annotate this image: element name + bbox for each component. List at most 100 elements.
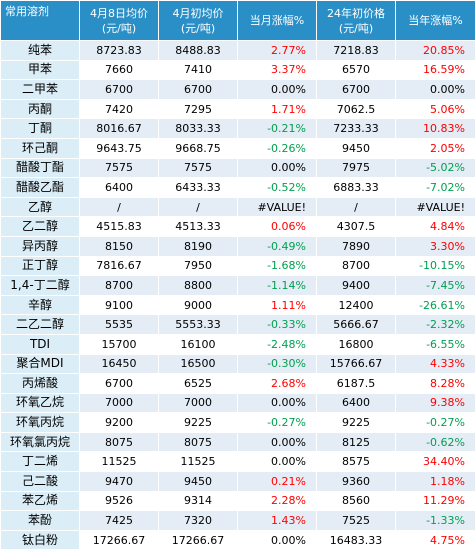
month-change: 1.43% bbox=[238, 511, 317, 531]
year-start-price: 4307.5 bbox=[317, 217, 396, 237]
header-year-change: 当年涨幅% bbox=[396, 1, 475, 41]
year-start-price: 5666.67 bbox=[317, 315, 396, 335]
month-change: -0.30% bbox=[238, 354, 317, 374]
header-month-change: 当月涨幅% bbox=[238, 1, 317, 41]
apr1-price: 7410 bbox=[159, 60, 238, 80]
year-change: -7.45% bbox=[396, 276, 475, 296]
month-change: 0.00% bbox=[238, 432, 317, 452]
month-change: -0.33% bbox=[238, 315, 317, 335]
solvent-name: 纯苯 bbox=[1, 41, 80, 61]
apr1-price: 16500 bbox=[159, 354, 238, 374]
year-start-price: 6570 bbox=[317, 60, 396, 80]
solvent-name: 苯酚 bbox=[1, 511, 80, 531]
solvent-name: 丙酮 bbox=[1, 99, 80, 119]
solvent-name: 丁酮 bbox=[1, 119, 80, 139]
year-change: 2.05% bbox=[396, 138, 475, 158]
month-change: 0.00% bbox=[238, 452, 317, 472]
solvent-name: 环氧丙烷 bbox=[1, 413, 80, 433]
apr8-price: 6400 bbox=[80, 178, 159, 198]
year-change: 20.85% bbox=[396, 41, 475, 61]
apr1-price: 11525 bbox=[159, 452, 238, 472]
apr1-price: 8800 bbox=[159, 276, 238, 296]
year-change: 4.84% bbox=[396, 217, 475, 237]
solvent-name: 丙烯酸 bbox=[1, 374, 80, 394]
solvent-name: TDI bbox=[1, 334, 80, 354]
year-change: 4.33% bbox=[396, 354, 475, 374]
year-change: -5.02% bbox=[396, 158, 475, 178]
month-change: -0.49% bbox=[238, 236, 317, 256]
apr8-price: 7816.67 bbox=[80, 256, 159, 276]
apr8-price: 7000 bbox=[80, 393, 159, 413]
month-change: 0.06% bbox=[238, 217, 317, 237]
year-start-price: 7062.5 bbox=[317, 99, 396, 119]
month-change: -0.52% bbox=[238, 178, 317, 198]
year-start-price: 6883.33 bbox=[317, 178, 396, 198]
solvent-name: 乙醇 bbox=[1, 197, 80, 217]
apr1-price: 7295 bbox=[159, 99, 238, 119]
month-change: -0.27% bbox=[238, 413, 317, 433]
apr1-price: 16100 bbox=[159, 334, 238, 354]
year-change: -6.55% bbox=[396, 334, 475, 354]
year-start-price: 8125 bbox=[317, 432, 396, 452]
year-start-price: 6400 bbox=[317, 393, 396, 413]
year-change: -0.27% bbox=[396, 413, 475, 433]
apr8-price: 4515.83 bbox=[80, 217, 159, 237]
apr1-price: 4513.33 bbox=[159, 217, 238, 237]
year-change: -26.61% bbox=[396, 295, 475, 315]
solvent-name: 环氧乙烷 bbox=[1, 393, 80, 413]
apr1-price: 7320 bbox=[159, 511, 238, 531]
apr1-price: / bbox=[159, 197, 238, 217]
year-change: #VALUE! bbox=[396, 197, 475, 217]
apr1-price: 5553.33 bbox=[159, 315, 238, 335]
year-change: -0.62% bbox=[396, 432, 475, 452]
apr1-price: 6525 bbox=[159, 374, 238, 394]
month-change: -2.48% bbox=[238, 334, 317, 354]
month-change: -0.26% bbox=[238, 138, 317, 158]
year-start-price: 15766.67 bbox=[317, 354, 396, 374]
solvent-name: 环己酮 bbox=[1, 138, 80, 158]
year-change: 4.75% bbox=[396, 530, 475, 550]
solvent-name: 醋酸乙酯 bbox=[1, 178, 80, 198]
apr1-price: 8190 bbox=[159, 236, 238, 256]
month-change: #VALUE! bbox=[238, 197, 317, 217]
apr1-price: 7950 bbox=[159, 256, 238, 276]
year-start-price: 9360 bbox=[317, 472, 396, 492]
apr8-price: 8700 bbox=[80, 276, 159, 296]
solvent-name: 己二酸 bbox=[1, 472, 80, 492]
month-change: 0.00% bbox=[238, 80, 317, 100]
solvent-name: 钛白粉 bbox=[1, 530, 80, 550]
apr8-price: 8723.83 bbox=[80, 41, 159, 61]
year-change: -1.33% bbox=[396, 511, 475, 531]
apr8-price: 6700 bbox=[80, 80, 159, 100]
year-change: 9.38% bbox=[396, 393, 475, 413]
year-start-price: 9400 bbox=[317, 276, 396, 296]
solvent-name: 正丁醇 bbox=[1, 256, 80, 276]
header-year-start-price: 24年初价格 (元/吨) bbox=[317, 1, 396, 41]
year-start-price: / bbox=[317, 197, 396, 217]
header-apr8-price: 4月8日均价 (元/吨) bbox=[80, 1, 159, 41]
month-change: 1.71% bbox=[238, 99, 317, 119]
solvent-name: 辛醇 bbox=[1, 295, 80, 315]
apr8-price: 17266.67 bbox=[80, 530, 159, 550]
header-solvent: 常用溶剂 bbox=[1, 1, 80, 41]
apr1-price: 6433.33 bbox=[159, 178, 238, 198]
year-start-price: 16800 bbox=[317, 334, 396, 354]
header-row: 常用溶剂 4月8日均价 (元/吨) 4月初均价 (元/吨) 当月涨幅% 24年初… bbox=[1, 1, 475, 41]
apr1-price: 8033.33 bbox=[159, 119, 238, 139]
apr8-price: 9643.75 bbox=[80, 138, 159, 158]
